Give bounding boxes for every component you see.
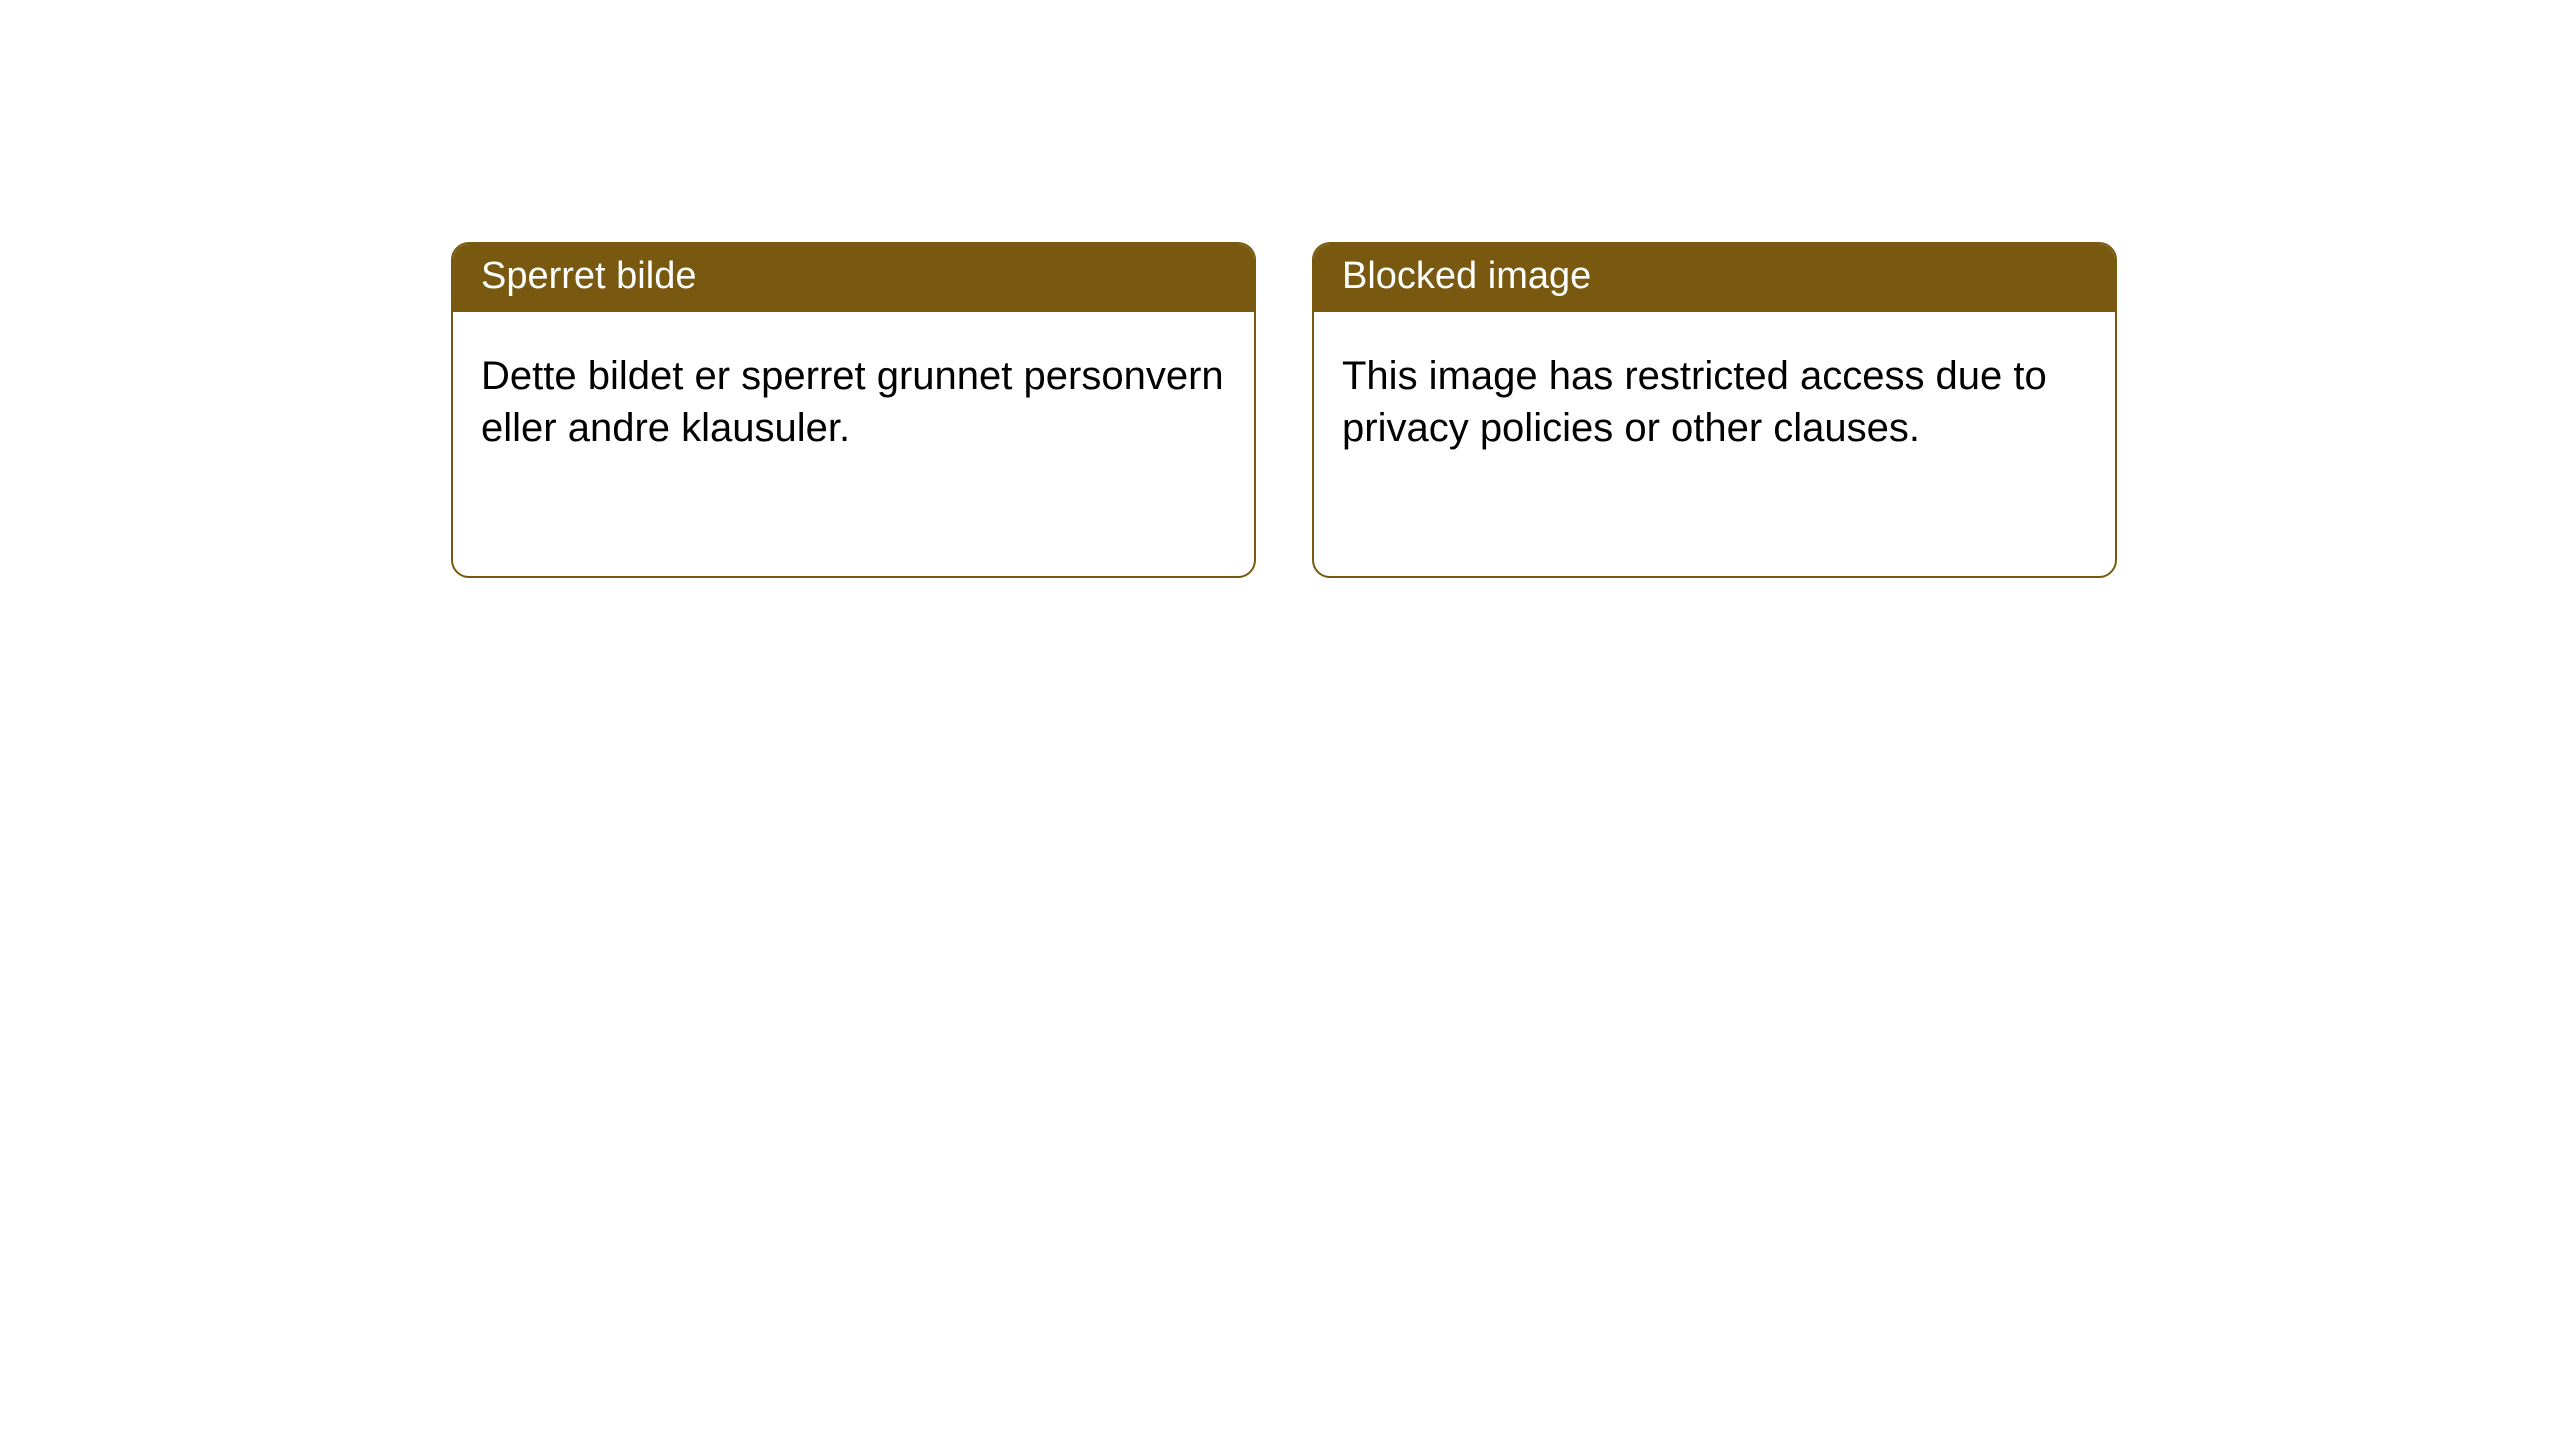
notice-header: Sperret bilde — [453, 244, 1254, 312]
notice-title: Blocked image — [1342, 255, 1591, 297]
notice-title: Sperret bilde — [481, 255, 696, 297]
notice-body: This image has restricted access due to … — [1314, 312, 2115, 492]
notice-card-english: Blocked image This image has restricted … — [1312, 242, 2117, 578]
notice-container: Sperret bilde Dette bildet er sperret gr… — [0, 0, 2560, 578]
notice-text: Dette bildet er sperret grunnet personve… — [481, 354, 1224, 450]
notice-text: This image has restricted access due to … — [1342, 354, 2047, 450]
notice-card-norwegian: Sperret bilde Dette bildet er sperret gr… — [451, 242, 1256, 578]
notice-body: Dette bildet er sperret grunnet personve… — [453, 312, 1254, 492]
notice-header: Blocked image — [1314, 244, 2115, 312]
